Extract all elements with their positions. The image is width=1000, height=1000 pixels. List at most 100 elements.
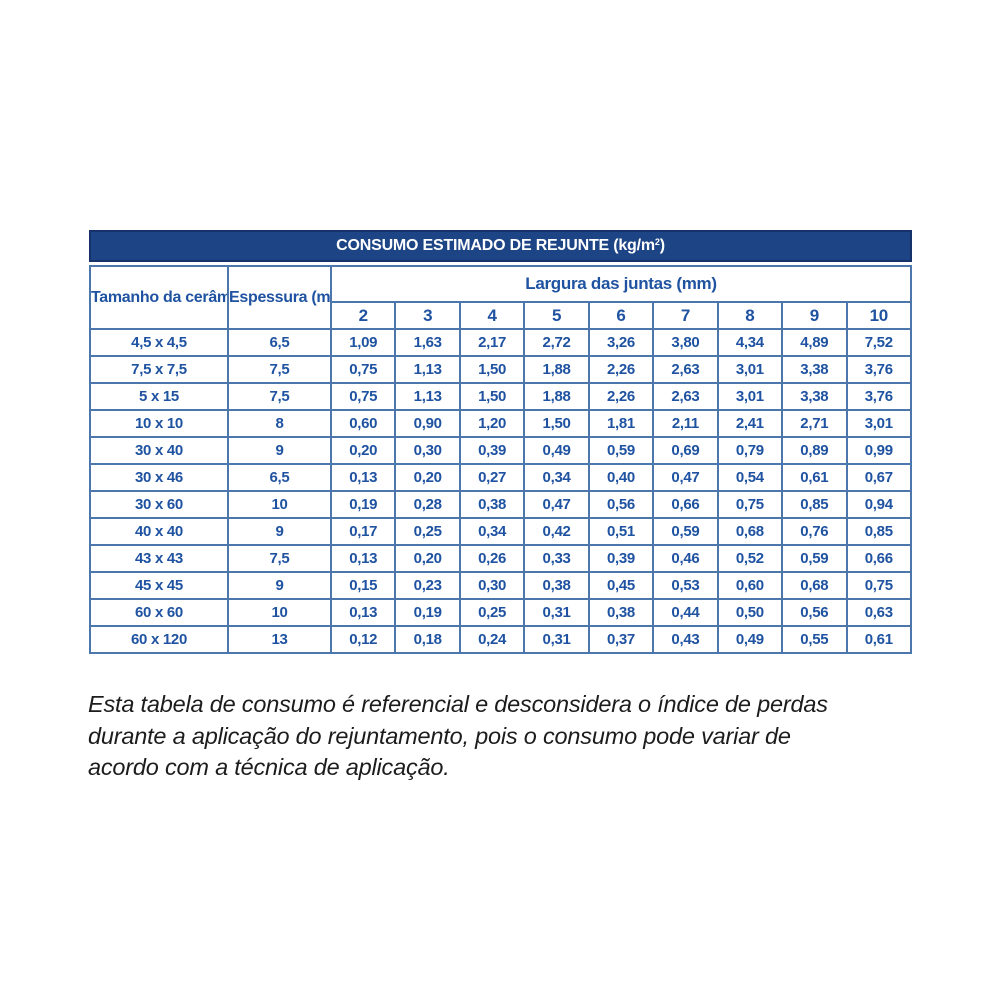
consumption-cell: 3,76	[845, 355, 912, 384]
consumption-cell: 3,01	[716, 355, 784, 384]
consumption-cell: 0,69	[652, 436, 719, 465]
consumption-cell: 0,30	[394, 436, 461, 465]
disclaimer-line: durante a aplicação do rejuntamento, poi…	[88, 722, 791, 749]
disclaimer-line: Esta tabela de consumo é referencial e d…	[88, 691, 828, 717]
consumption-cell: 2,41	[716, 409, 784, 438]
consumption-cell: 3,38	[781, 355, 848, 384]
consumption-cell: 3,26	[587, 328, 655, 357]
consumption-cell: 2,26	[587, 382, 655, 411]
tile-size-cell: 30 x 40	[89, 436, 229, 465]
joint-width-col-header: 9	[781, 301, 848, 330]
joint-width-col-header: 8	[716, 301, 784, 330]
consumption-cell: 0,75	[716, 490, 784, 519]
thickness-cell: 13	[227, 625, 332, 654]
consumption-cell: 0,20	[394, 463, 461, 492]
tile-size-cell: 43 x 43	[89, 544, 229, 573]
table-title-superscript: 2	[654, 237, 660, 247]
consumption-cell: 0,67	[845, 463, 912, 492]
consumption-table: Tamanho da cerâmica (cm) Espessura (mm) …	[89, 265, 912, 654]
table-row: 5 x 15 7,5 0,75 1,13 1,50 1,88 2,26 2,63…	[89, 382, 912, 411]
consumption-cell: 0,61	[781, 463, 848, 492]
consumption-cell: 0,54	[716, 463, 784, 492]
consumption-cell: 0,90	[394, 409, 461, 438]
thickness-cell: 6,5	[227, 463, 332, 492]
consumption-cell: 0,46	[652, 544, 719, 573]
consumption-cell: 1,88	[523, 382, 590, 411]
consumption-cell: 0,47	[523, 490, 590, 519]
tile-size-cell: 40 x 40	[89, 517, 229, 546]
consumption-cell: 0,50	[716, 598, 784, 627]
header-joint-width-group: Largura das juntas (mm)	[330, 265, 912, 303]
consumption-cell: 0,37	[587, 625, 655, 654]
header-thickness: Espessura (mm)	[227, 265, 332, 330]
table-row: 30 x 46 6,5 0,13 0,20 0,27 0,34 0,40 0,4…	[89, 463, 912, 492]
thickness-cell: 6,5	[227, 328, 332, 357]
consumption-cell: 1,13	[394, 382, 461, 411]
table-row: 45 x 45 9 0,15 0,23 0,30 0,38 0,45 0,53 …	[89, 571, 912, 600]
table-row: 30 x 40 9 0,20 0,30 0,39 0,49 0,59 0,69 …	[89, 436, 912, 465]
consumption-cell: 0,13	[329, 544, 397, 573]
consumption-cell: 0,19	[394, 598, 461, 627]
consumption-cell: 2,11	[652, 409, 719, 438]
consumption-cell: 0,31	[523, 625, 590, 654]
consumption-cell: 1,63	[394, 328, 461, 357]
consumption-cell: 0,18	[394, 625, 461, 654]
tile-size-cell: 45 x 45	[89, 571, 229, 600]
consumption-cell: 0,39	[458, 436, 526, 465]
table-row: 60 x 120 13 0,12 0,18 0,24 0,31 0,37 0,4…	[89, 625, 912, 654]
consumption-cell: 0,30	[458, 571, 526, 600]
table-row: 10 x 10 8 0,60 0,90 1,20 1,50 1,81 2,11 …	[89, 409, 912, 438]
consumption-cell: 0,85	[845, 517, 912, 546]
consumption-cell: 0,43	[652, 625, 719, 654]
disclaimer-note: Esta tabela de consumo é referencial e d…	[88, 689, 928, 784]
consumption-cell: 0,66	[652, 490, 719, 519]
consumption-cell: 0,20	[329, 436, 397, 465]
table-row: 60 x 60 10 0,13 0,19 0,25 0,31 0,38 0,44…	[89, 598, 912, 627]
joint-width-col-header: 5	[523, 301, 590, 330]
header-tile-size: Tamanho da cerâmica (cm)	[89, 265, 229, 330]
table-title-suffix: )	[659, 237, 665, 254]
consumption-cell: 0,52	[716, 544, 784, 573]
consumption-cell: 0,68	[716, 517, 784, 546]
consumption-cell: 4,89	[781, 328, 848, 357]
thickness-cell: 10	[227, 490, 332, 519]
thickness-cell: 7,5	[227, 355, 332, 384]
table-row: 40 x 40 9 0,17 0,25 0,34 0,42 0,51 0,59 …	[89, 517, 912, 546]
consumption-cell: 7,52	[845, 328, 912, 357]
thickness-cell: 7,5	[227, 382, 332, 411]
consumption-cell: 3,01	[716, 382, 784, 411]
table-row: 4,5 x 4,5 6,5 1,09 1,63 2,17 2,72 3,26 3…	[89, 328, 912, 357]
joint-width-col-header: 6	[587, 301, 655, 330]
consumption-cell: 1,50	[458, 355, 526, 384]
consumption-cell: 2,72	[523, 328, 590, 357]
consumption-cell: 0,40	[587, 463, 655, 492]
consumption-cell: 0,66	[845, 544, 912, 573]
tile-size-cell: 30 x 46	[89, 463, 229, 492]
consumption-cell: 0,34	[523, 463, 590, 492]
table-row: 30 x 60 10 0,19 0,28 0,38 0,47 0,56 0,66…	[89, 490, 912, 519]
table-title-text: CONSUMO ESTIMADO DE REJUNTE (kg/m	[336, 237, 655, 254]
joint-width-col-header: 10	[845, 301, 912, 330]
thickness-cell: 9	[227, 436, 332, 465]
joint-width-col-header: 2	[329, 301, 397, 330]
consumption-cell: 0,59	[587, 436, 655, 465]
consumption-cell: 0,61	[845, 625, 912, 654]
consumption-cell: 1,20	[458, 409, 526, 438]
consumption-cell: 0,15	[329, 571, 397, 600]
tile-size-cell: 5 x 15	[89, 382, 229, 411]
consumption-cell: 0,38	[587, 598, 655, 627]
tile-size-cell: 4,5 x 4,5	[89, 328, 229, 357]
consumption-cell: 0,63	[845, 598, 912, 627]
consumption-cell: 0,45	[587, 571, 655, 600]
consumption-cell: 3,80	[652, 328, 719, 357]
consumption-cell: 0,49	[716, 625, 784, 654]
consumption-cell: 0,76	[781, 517, 848, 546]
tile-size-cell: 10 x 10	[89, 409, 229, 438]
consumption-cell: 2,63	[652, 355, 719, 384]
joint-width-col-header: 7	[652, 301, 719, 330]
consumption-cell: 0,13	[329, 598, 397, 627]
thickness-cell: 10	[227, 598, 332, 627]
consumption-cell: 0,25	[458, 598, 526, 627]
consumption-cell: 0,75	[329, 355, 397, 384]
